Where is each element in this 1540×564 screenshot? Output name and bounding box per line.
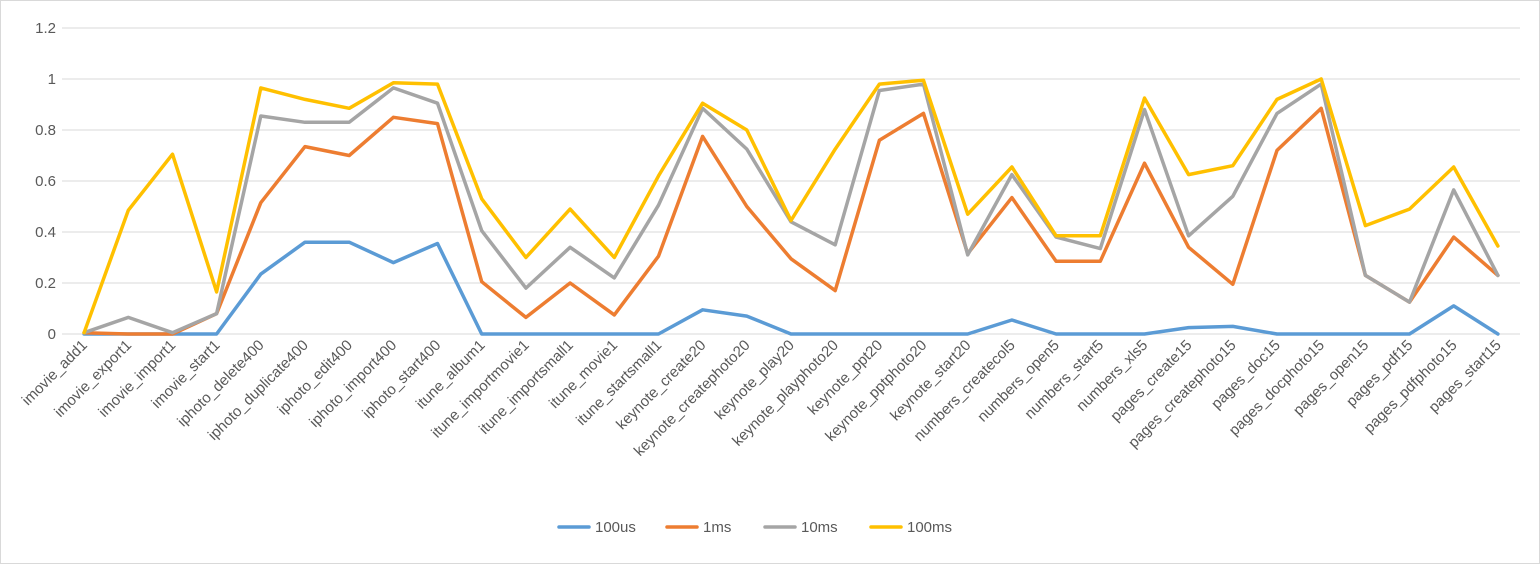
legend-label-10ms: 10ms <box>801 519 838 536</box>
series-line-10ms <box>82 82 1500 335</box>
series-line-100ms <box>82 77 1500 335</box>
gridlines <box>62 27 1520 335</box>
series-line-1ms <box>82 106 1500 336</box>
legend: 100us 1ms 10ms 100ms <box>557 519 952 536</box>
y-tick-label: 0.8 <box>35 122 56 139</box>
x-tick-label: numbers_start5 <box>1021 337 1107 423</box>
y-tick-label: 0 <box>48 326 56 343</box>
x-tick-label: keynote_play20 <box>711 337 797 423</box>
y-tick-label: 1 <box>48 71 56 88</box>
y-tick-label: 0.6 <box>35 173 56 190</box>
x-axis-tick-labels: imovie_add1imovie_export1imovie_import1i… <box>19 337 1505 460</box>
x-tick-label: keynote_start20 <box>887 337 975 425</box>
series-lines <box>82 77 1500 336</box>
legend-label-1ms: 1ms <box>703 519 731 536</box>
y-tick-label: 0.4 <box>35 224 56 241</box>
series-line-100us <box>82 240 1500 336</box>
y-tick-label: 1.2 <box>35 20 56 37</box>
legend-label-100us: 100us <box>595 519 636 536</box>
x-tick-label: imovie_export1 <box>51 337 135 421</box>
x-tick-label: imovie_import1 <box>95 337 179 421</box>
y-tick-label: 0.2 <box>35 275 56 292</box>
legend-label-100ms: 100ms <box>907 519 952 536</box>
y-axis-tick-labels: 0 0.2 0.4 0.6 0.8 1 1.2 <box>35 20 56 343</box>
x-tick-label: iphoto_start400 <box>359 337 444 422</box>
